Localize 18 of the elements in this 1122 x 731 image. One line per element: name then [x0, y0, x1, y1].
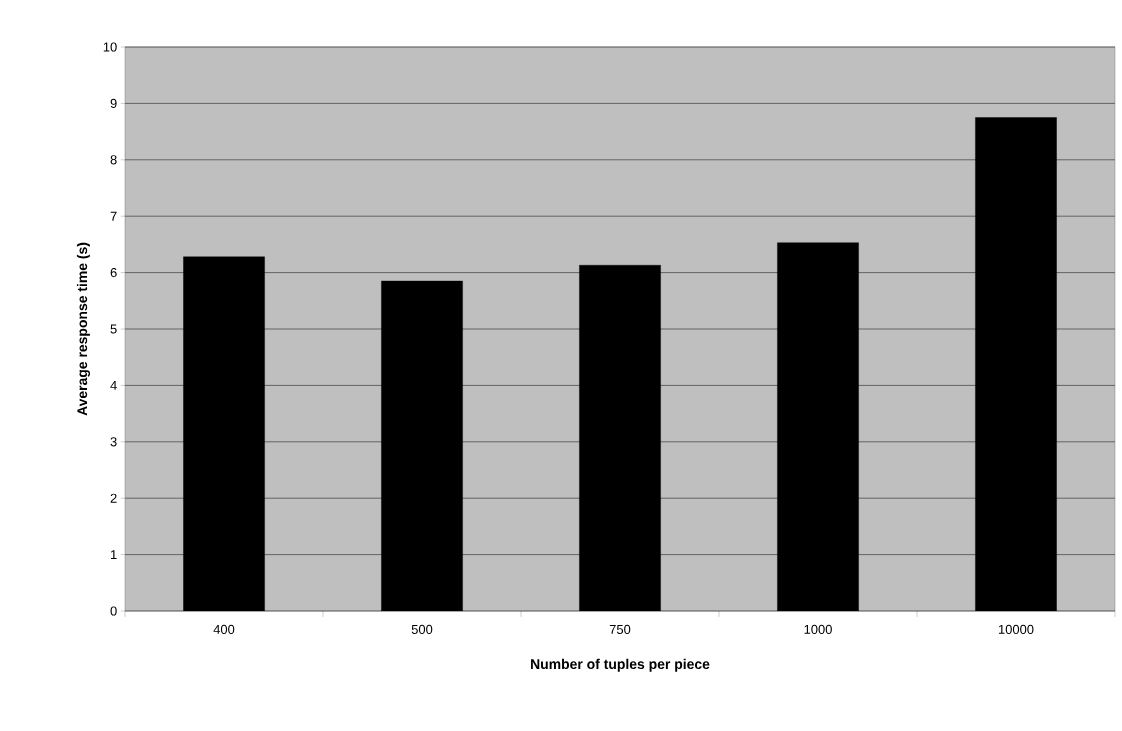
y-tick-label: 6: [110, 268, 117, 278]
y-tick-label: 10: [103, 42, 117, 52]
y-axis-title: Average response time (s): [76, 242, 90, 416]
x-tick-label: 1000: [804, 624, 832, 634]
y-tick-label: 4: [110, 380, 117, 390]
y-tick-label: 2: [110, 493, 117, 503]
y-tick-label: 7: [110, 211, 117, 221]
y-tick-label: 5: [110, 324, 117, 334]
y-tick-label: 3: [110, 437, 117, 447]
y-tick-label: 0: [110, 606, 117, 616]
x-tick-label: 10000: [998, 624, 1034, 634]
x-axis-title: Number of tuples per piece: [531, 658, 710, 672]
y-tick-label: 8: [110, 155, 117, 165]
y-tick-label: 1: [111, 550, 117, 560]
y-tick-label: 9: [110, 98, 117, 108]
x-tick-label: 500: [411, 624, 433, 634]
x-tick-label: 400: [213, 624, 235, 634]
x-tick-label: 750: [609, 624, 631, 634]
